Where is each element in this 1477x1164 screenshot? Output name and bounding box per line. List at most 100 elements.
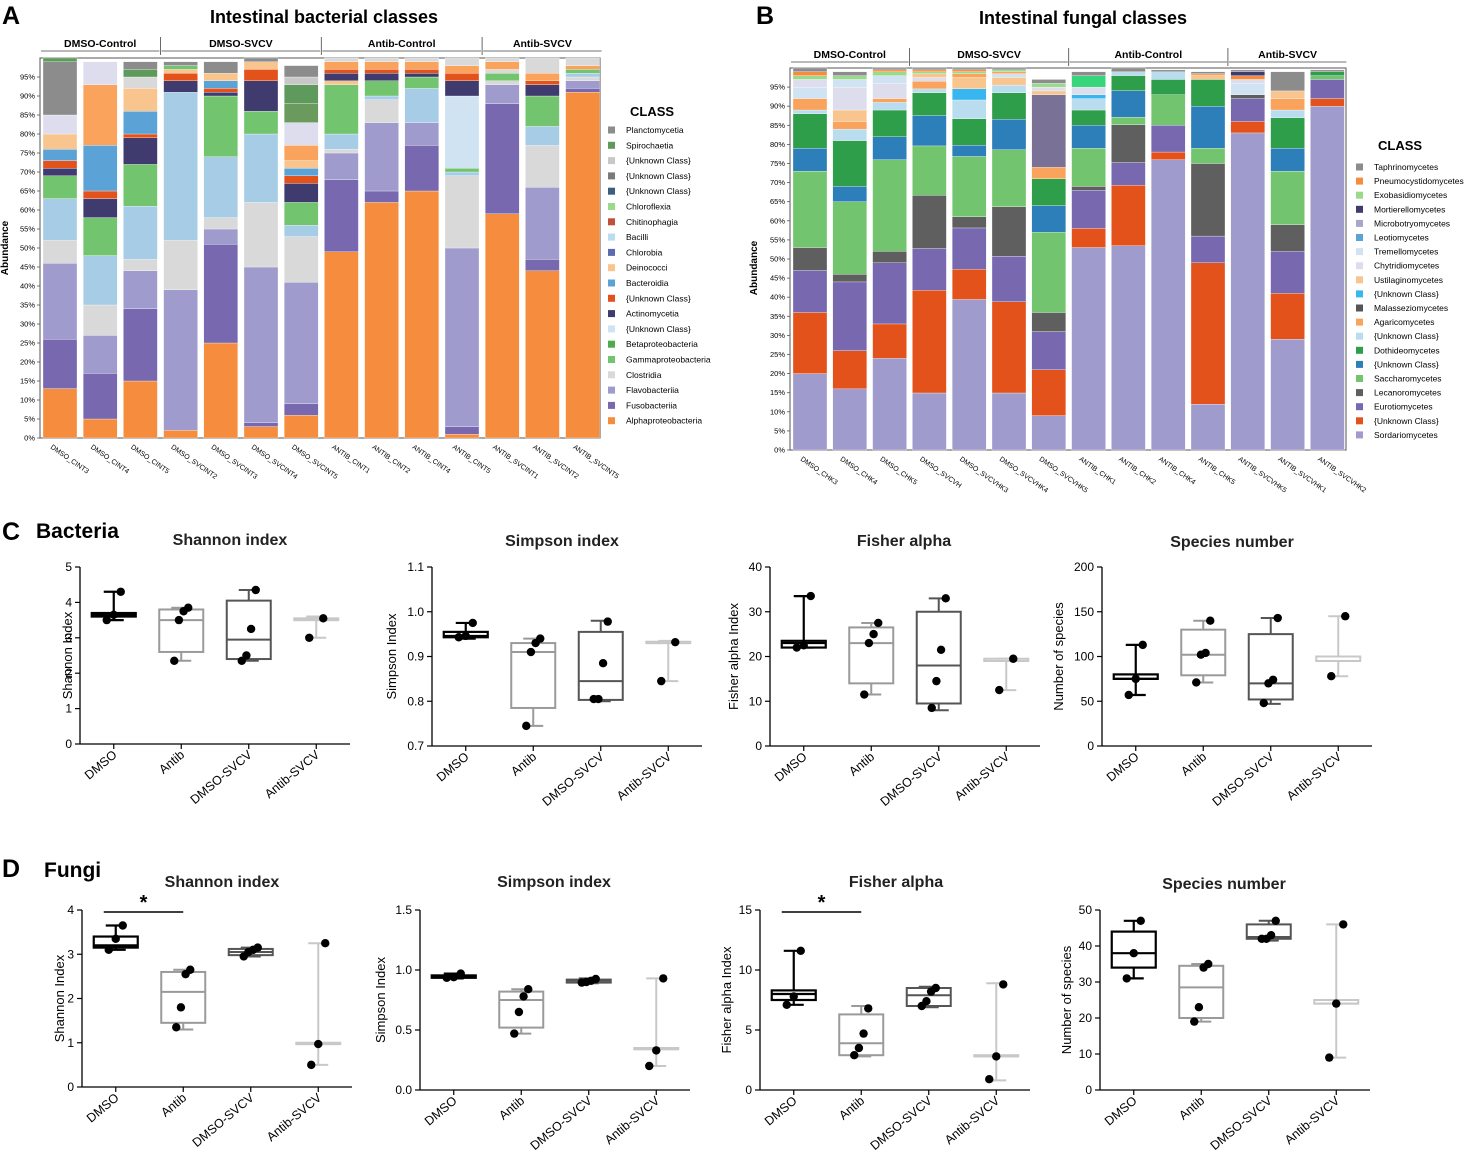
data-point — [510, 1029, 519, 1038]
fungi-species-chart: Species number Number of species 0 10 20 30 40… — [1059, 876, 1370, 1153]
x-tick-label: DMSO-SVCV — [1208, 1093, 1275, 1153]
panel-label-b: B — [756, 2, 774, 30]
bar-segment — [284, 415, 319, 439]
box-iqr — [160, 970, 207, 1024]
legend-swatch — [1356, 290, 1363, 298]
bar-segment — [832, 128, 867, 141]
data-point — [102, 615, 111, 625]
legend-title: CLASS — [630, 104, 674, 119]
legend-item: Flavobacteriia — [626, 385, 679, 395]
bar-segment — [1190, 404, 1226, 451]
bar-segment — [1111, 75, 1146, 91]
bar-segment — [952, 227, 987, 270]
data-point — [854, 1043, 864, 1053]
y-tick-label: 1.5 — [395, 903, 412, 917]
bar-segment — [1071, 109, 1106, 126]
bar-segment — [42, 168, 78, 176]
chart-title: Fisher alpha — [849, 874, 943, 891]
bar-segment — [1031, 83, 1066, 88]
bar-segment — [42, 114, 78, 135]
bar-segment — [123, 206, 158, 260]
panel-d-title: Fungi — [44, 859, 101, 882]
bar-segment — [243, 266, 279, 423]
data-point — [652, 1046, 661, 1055]
data-point — [118, 921, 127, 930]
bar-segment — [123, 61, 158, 70]
bar-segment — [792, 170, 828, 248]
bar-segment — [485, 80, 520, 85]
legend-item: Malasseziomycetes — [1374, 303, 1448, 313]
data-point — [796, 946, 805, 955]
bar-segment — [991, 206, 1027, 257]
x-tick-label: Antib — [496, 1094, 527, 1123]
data-point — [864, 638, 874, 648]
bar-segment — [525, 187, 560, 260]
data-point — [645, 1061, 654, 1071]
x-tick-label: DMSO_CHK3 — [799, 456, 839, 487]
bar-segment — [42, 61, 78, 116]
y-tick-label: 1.1 — [407, 560, 424, 574]
bar-segment — [832, 388, 867, 451]
y-tick-label: 60% — [770, 216, 785, 225]
legend-item: Taphrinomycetes — [1374, 162, 1438, 172]
legend-swatch — [608, 417, 615, 425]
bar-segment — [123, 133, 158, 138]
bar-segment — [525, 270, 560, 439]
bar-segment — [1310, 106, 1345, 451]
y-tick-label: 85% — [770, 121, 785, 130]
y-tick-label: 50% — [770, 255, 785, 264]
data-point — [1194, 1003, 1204, 1012]
bar-segment — [1151, 94, 1186, 126]
bar-segment — [912, 88, 947, 93]
data-point — [931, 983, 940, 993]
bar-segment — [284, 76, 319, 85]
bar-segment — [991, 255, 1027, 302]
bar-segment — [991, 149, 1027, 207]
data-point — [1204, 959, 1213, 969]
data-point — [1259, 698, 1268, 708]
y-tick-label: 0.7 — [407, 739, 424, 753]
data-point — [109, 610, 118, 619]
data-point — [1327, 671, 1336, 681]
bar-segment — [404, 69, 439, 74]
data-point — [184, 603, 193, 612]
y-tick-label: 100 — [1074, 650, 1094, 664]
bar-segment — [991, 77, 1027, 86]
bar-segment — [284, 236, 319, 283]
bar-segment — [832, 79, 867, 88]
chart-title: Simpson index — [505, 533, 619, 550]
x-tick-label: DMSO — [1104, 749, 1142, 784]
data-point — [671, 637, 680, 647]
bar-segment — [792, 71, 828, 76]
bar-segment — [792, 270, 828, 313]
x-tick-label: DMSO_CHK5 — [878, 456, 918, 487]
bar-segment — [1151, 125, 1186, 153]
bar-segment — [912, 69, 947, 72]
legend-item: Microbotryomycetes — [1374, 218, 1450, 228]
bar-segment — [83, 255, 118, 306]
legend-item: {Unknown Class} — [626, 171, 691, 181]
bar-segment — [1230, 98, 1265, 122]
bar-segment — [991, 92, 1027, 120]
bar-segment — [912, 71, 947, 74]
legend-swatch — [1356, 262, 1363, 270]
data-point — [1136, 916, 1145, 925]
bar-segment — [872, 109, 907, 137]
bar-segment — [912, 92, 947, 116]
legend-swatch — [1356, 219, 1363, 227]
legend-item: Leotiomycetes — [1374, 233, 1429, 243]
data-point — [1341, 612, 1350, 621]
bar-segment — [792, 75, 828, 80]
bar-segment — [832, 140, 867, 187]
legend-swatch — [1356, 431, 1363, 439]
data-point — [251, 585, 260, 595]
bar-segment — [1111, 245, 1146, 451]
legend-item: Betaproteobacteria — [626, 339, 698, 349]
y-tick-label: 0 — [1087, 739, 1094, 753]
data-point — [603, 617, 612, 626]
y-tick-label: 200 — [1074, 560, 1094, 574]
x-tick-label: DMSO — [84, 1090, 122, 1125]
x-tick-label: DMSO — [762, 1093, 800, 1128]
y-tick-label: 70% — [20, 168, 35, 177]
bar-segment — [243, 61, 279, 70]
